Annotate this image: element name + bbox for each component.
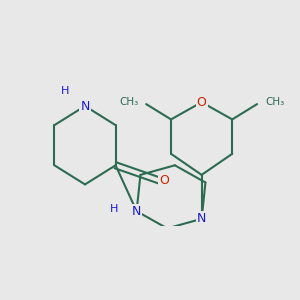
- Text: O: O: [197, 96, 207, 109]
- Text: N: N: [132, 205, 141, 218]
- Text: O: O: [159, 174, 169, 187]
- Text: N: N: [80, 100, 90, 112]
- Text: H: H: [110, 204, 118, 214]
- Text: CH₃: CH₃: [266, 97, 285, 107]
- Text: N: N: [197, 212, 206, 225]
- Text: H: H: [61, 86, 69, 97]
- Text: CH₃: CH₃: [119, 97, 139, 107]
